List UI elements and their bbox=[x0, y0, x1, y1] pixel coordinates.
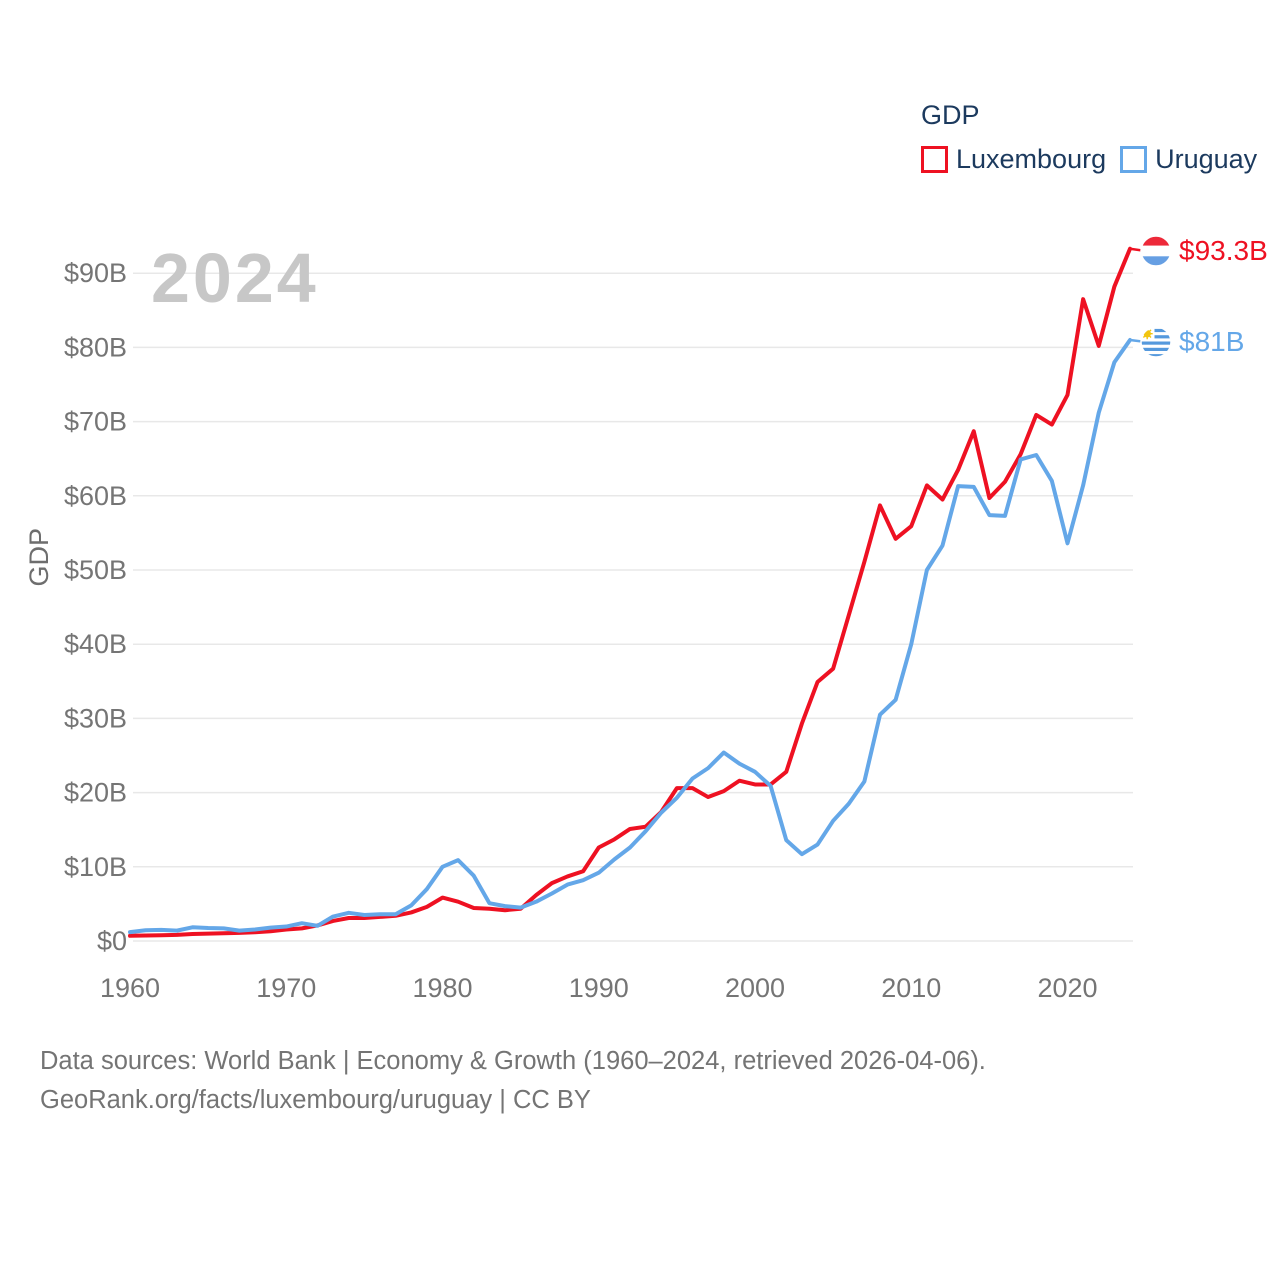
uruguay-value-label: $81B bbox=[1179, 326, 1245, 357]
uruguay-flag-icon bbox=[1140, 326, 1172, 358]
y-axis-tick: $0 bbox=[97, 926, 127, 956]
y-axis-tick: $60B bbox=[64, 481, 127, 511]
gdp-line-chart: 2024 $0$10B$20B$30B$40B$50B$60B$70B$80B$… bbox=[64, 239, 1147, 1003]
x-axis-tick: 2010 bbox=[881, 973, 941, 1003]
y-axis-labels: $0 $10B $20B $30B $40B $50B $60B $70B $80B $90B bbox=[64, 258, 127, 956]
y-axis-tick: $70B bbox=[64, 407, 127, 437]
x-axis-tick: 1990 bbox=[569, 973, 629, 1003]
uruguay-line[interactable] bbox=[128, 337, 1132, 935]
y-axis-tick: $90B bbox=[64, 258, 127, 288]
x-axis-tick: 2000 bbox=[725, 973, 785, 1003]
uruguay-end-label: $81B bbox=[1140, 326, 1244, 358]
luxembourg-value-label: $93.3B bbox=[1179, 235, 1268, 266]
legend-item-uruguay[interactable]: Uruguay bbox=[1120, 144, 1257, 175]
luxembourg-end-label: $93.3B bbox=[1140, 235, 1268, 267]
series-lines bbox=[128, 246, 1147, 938]
gridlines bbox=[133, 272, 1133, 942]
luxembourg-swatch-icon bbox=[921, 146, 948, 173]
x-axis-labels: 1960 1970 1980 1990 2000 2010 2020 bbox=[100, 973, 1098, 1003]
uruguay-swatch-icon bbox=[1120, 146, 1148, 173]
year-watermark: 2024 bbox=[151, 239, 319, 317]
x-axis-tick: 1970 bbox=[256, 973, 316, 1003]
legend-row: Luxembourg Uruguay bbox=[921, 144, 1257, 175]
chart-legend: GDP Luxembourg Uruguay bbox=[921, 100, 1257, 175]
x-axis-tick: 1980 bbox=[412, 973, 472, 1003]
source-url-line: GeoRank.org/facts/luxembourg/uruguay | C… bbox=[40, 1086, 591, 1114]
legend-item-luxembourg[interactable]: Luxembourg bbox=[921, 144, 1106, 175]
luxembourg-line[interactable] bbox=[128, 246, 1132, 938]
attribution-footer: Data sources: World Bank | Economy & Gro… bbox=[40, 1042, 986, 1120]
legend-title: GDP bbox=[921, 100, 980, 130]
y-axis-tick: $40B bbox=[64, 629, 127, 659]
y-axis-tick: $50B bbox=[64, 555, 127, 585]
luxembourg-flag-icon bbox=[1140, 235, 1172, 267]
x-axis-tick: 1960 bbox=[100, 973, 160, 1003]
y-axis-tick: $20B bbox=[64, 778, 127, 808]
x-axis-tick: 2020 bbox=[1037, 973, 1097, 1003]
y-axis-tick: $80B bbox=[64, 332, 127, 362]
y-axis-tick: $30B bbox=[64, 703, 127, 733]
legend-label-uruguay: Uruguay bbox=[1155, 144, 1258, 174]
legend-label-luxembourg: Luxembourg bbox=[956, 144, 1107, 174]
y-axis-tick: $10B bbox=[64, 852, 127, 882]
y-axis-title: GDP bbox=[24, 528, 54, 587]
data-sources-line: Data sources: World Bank | Economy & Gro… bbox=[40, 1047, 986, 1075]
